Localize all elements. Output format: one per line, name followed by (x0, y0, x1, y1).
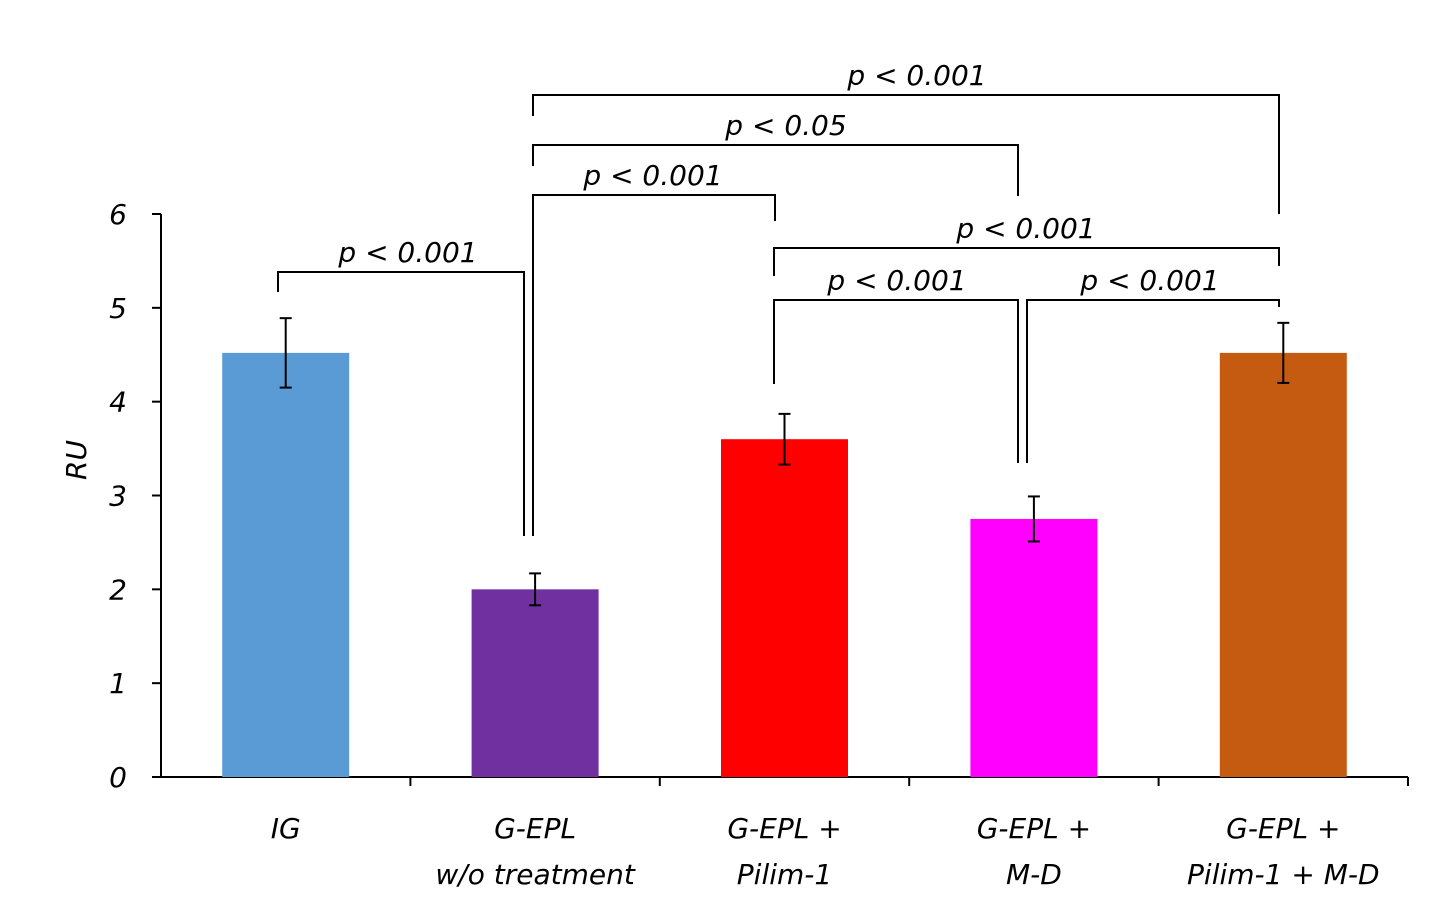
y-tick-label: 5 (109, 292, 127, 325)
significance-label: p < 0.001 (955, 212, 1095, 245)
y-tick-label: 2 (109, 573, 127, 606)
y-axis: 0 1 2 3 4 5 6 (109, 198, 162, 794)
significance-bracket (532, 194, 776, 536)
significance-bracket (1026, 299, 1280, 463)
bar (721, 439, 848, 777)
significance-label: p < 0.001 (826, 264, 966, 297)
x-category-label: Pilim-1 + M-D (1187, 858, 1380, 891)
x-category-label: w/o treatment (435, 858, 635, 891)
significance-label: p < 0.001 (337, 236, 477, 269)
y-tick-label: 4 (109, 386, 127, 419)
significance-bracket (532, 144, 1019, 196)
x-category-label: G-EPL + (1226, 812, 1340, 845)
significance-bracket (773, 299, 1019, 463)
bars (222, 352, 1347, 777)
significance-bracket (532, 94, 1280, 214)
significance-bracket (773, 247, 1280, 276)
x-axis: IG G-EPL w/o treatment G-EPL + Pilim-1 G-EPL … (152, 776, 1409, 891)
x-category-label: G-EPL + (977, 812, 1091, 845)
significance-label: p < 0.05 (724, 109, 846, 142)
bar (471, 589, 599, 777)
y-tick-label: 1 (109, 667, 127, 700)
bar (1219, 352, 1347, 777)
x-category-label: G-EPL (494, 812, 576, 845)
significance-bracket (277, 271, 525, 536)
y-tick-label: 6 (109, 198, 127, 231)
significance-label: p < 0.001 (846, 59, 986, 92)
bar (222, 352, 350, 777)
significance-label: p < 0.001 (582, 159, 722, 192)
x-category-label: G-EPL + (727, 812, 841, 845)
error-bars (279, 317, 1290, 607)
significance-label: p < 0.001 (1079, 264, 1219, 297)
y-tick-label: 3 (109, 480, 127, 513)
y-axis-title: RU (60, 440, 93, 480)
x-category-label: Pilim-1 (737, 858, 832, 891)
bar (970, 518, 1098, 777)
x-category-label: IG (271, 812, 301, 845)
x-category-label: M-D (1006, 858, 1062, 891)
y-tick-label: 0 (109, 761, 127, 794)
